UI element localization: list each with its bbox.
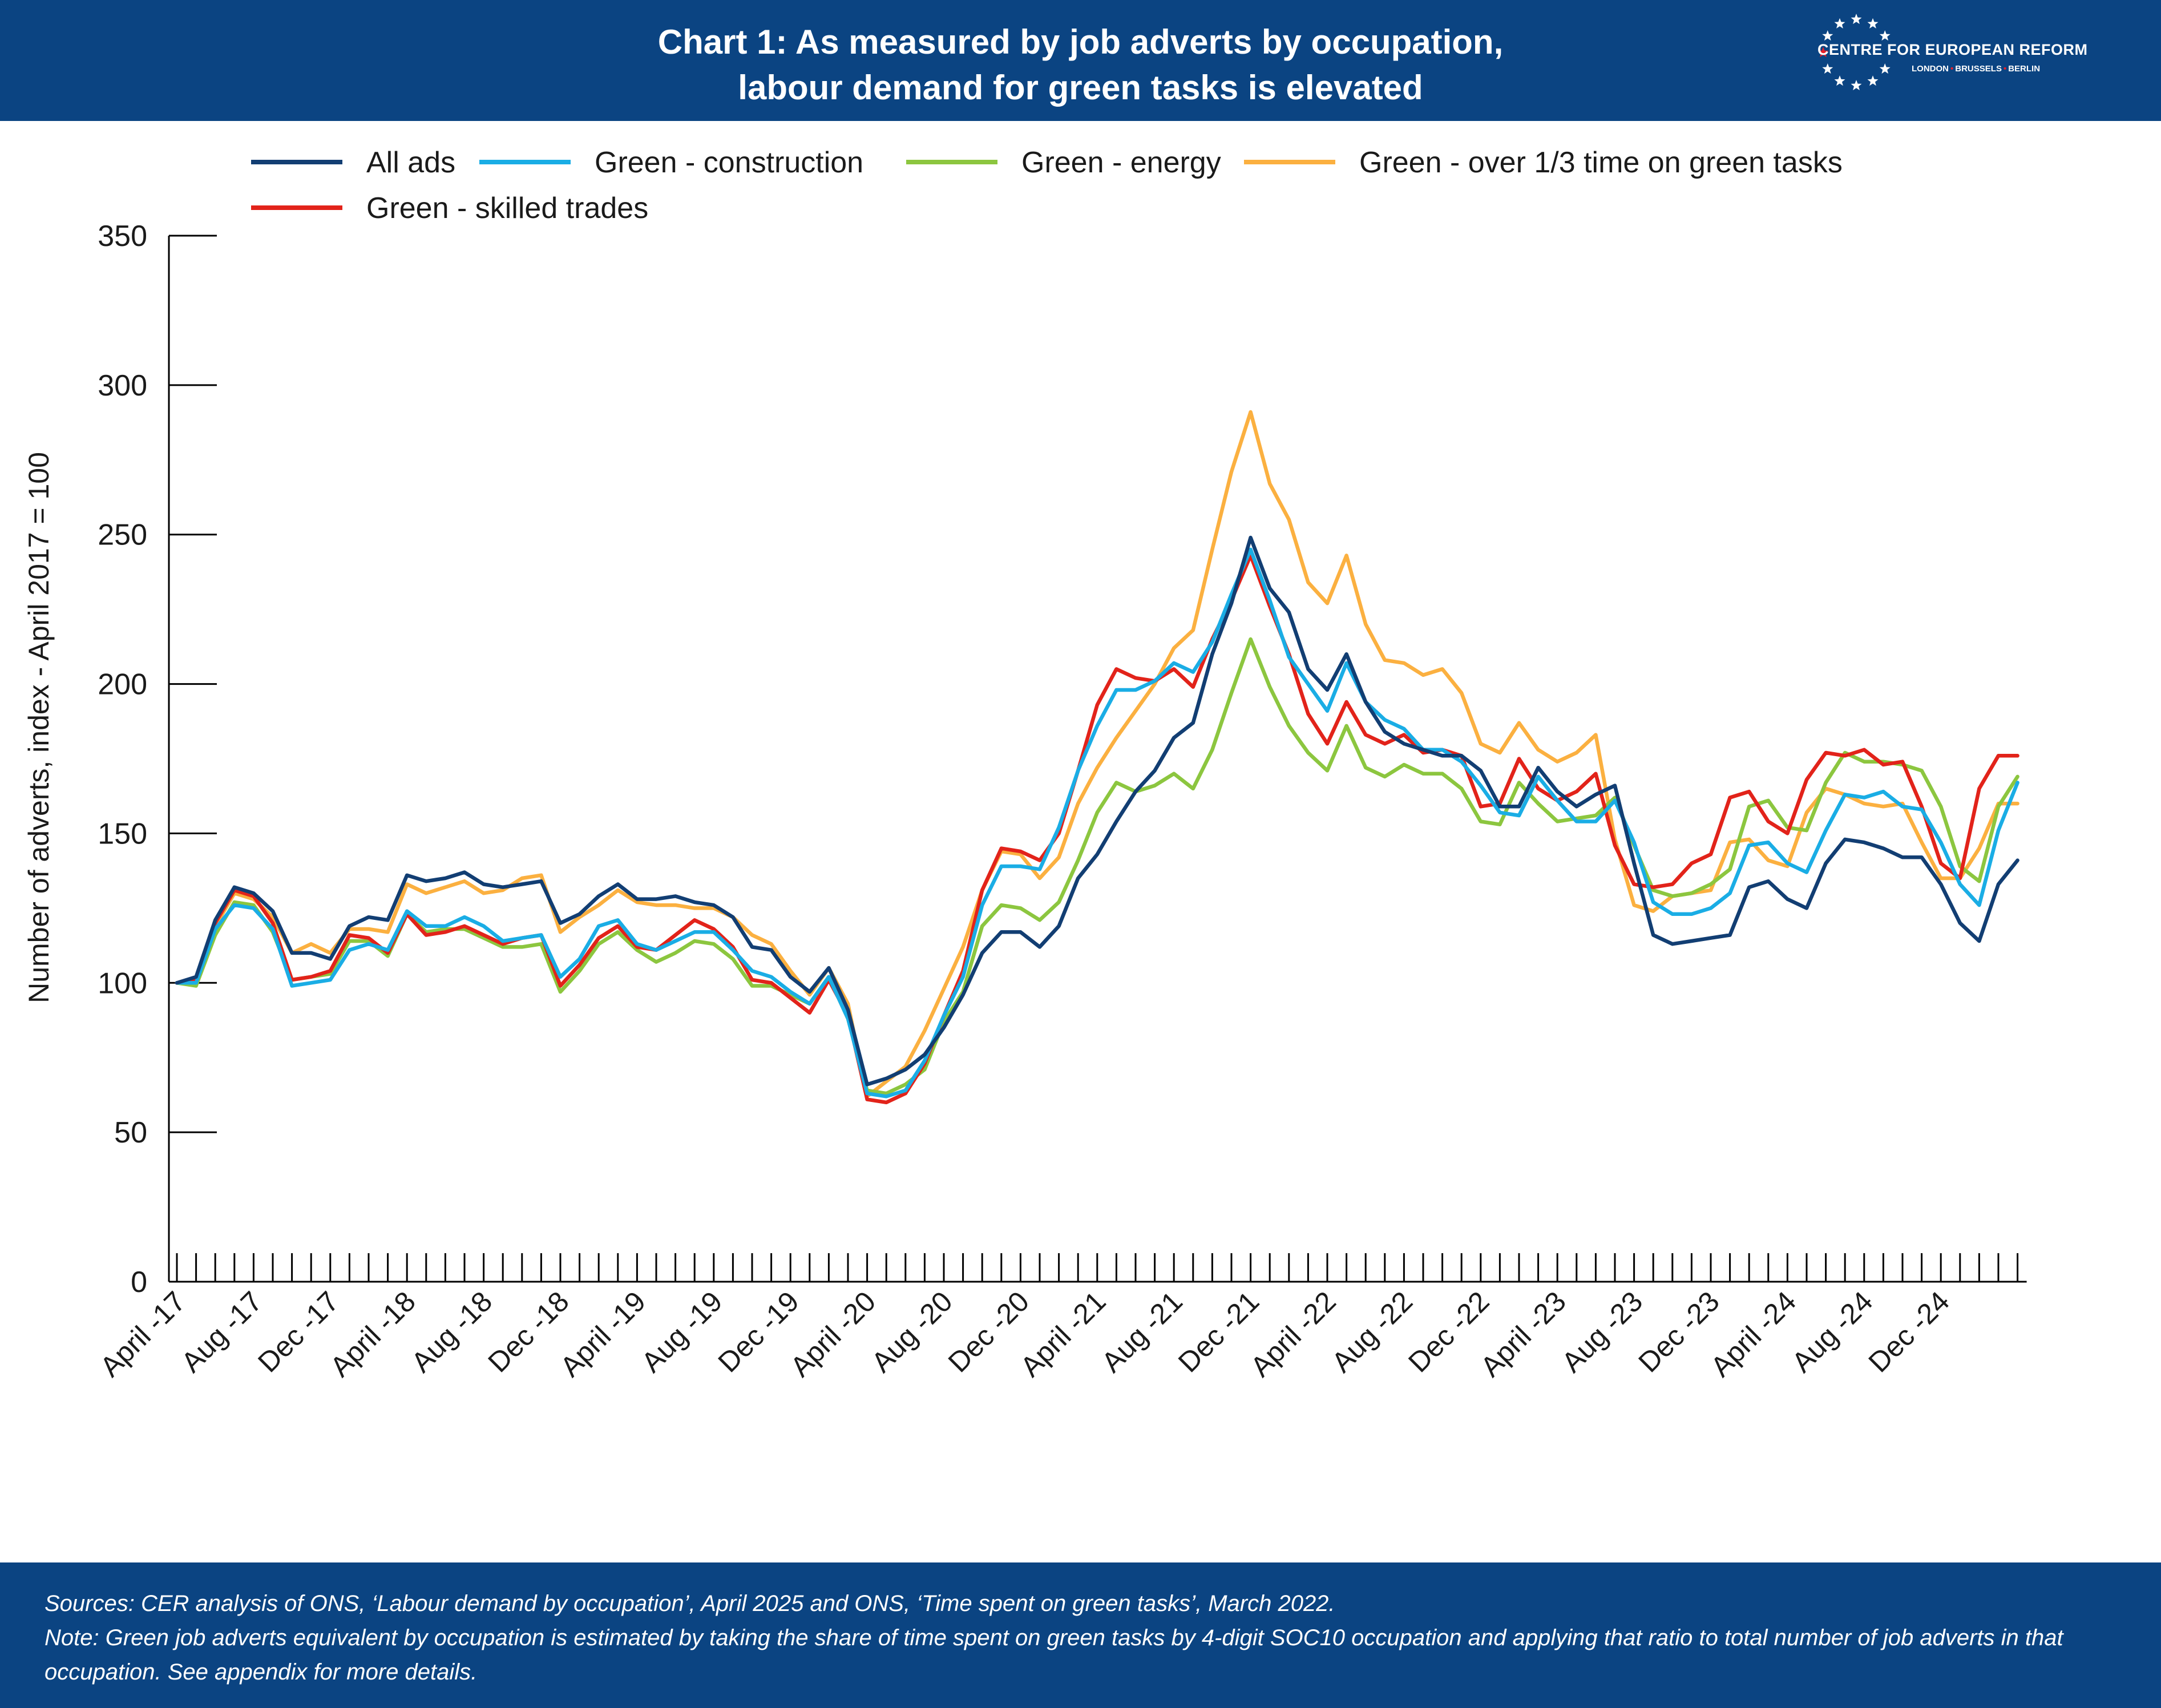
x-tick-label: Aug -20: [865, 1285, 958, 1378]
logo-organisation-name: CENTRE FOR EUROPEAN REFORM: [1817, 41, 2088, 58]
series-line-green-construction: [175, 547, 2019, 1099]
logo-city-berlin: BERLIN: [2008, 64, 2041, 74]
x-tick-label: April -22: [1245, 1285, 1342, 1383]
legend-label: Green - over 1/3 time on green tasks: [1359, 146, 1843, 179]
sources-note: Sources: CER analysis of ONS, ‘Labour de…: [45, 1591, 1335, 1616]
y-tick-label: 150: [98, 817, 147, 850]
y-axis: 0 50 100 150 200 250 300 350: [98, 220, 217, 1299]
line-chart: All ads Green - construction Green - energ…: [23, 146, 2027, 1383]
x-tick-label: April -19: [554, 1285, 652, 1383]
x-tick-label: Aug -22: [1326, 1285, 1419, 1378]
eu-stars-circle-icon: [1817, 14, 1891, 91]
y-tick-label: 50: [114, 1116, 147, 1149]
y-tick-label: 350: [98, 220, 147, 253]
x-tick-label: April -17: [94, 1285, 192, 1383]
y-axis-label: Number of adverts, index - April 2017 = …: [23, 452, 55, 1003]
chart-footer: Sources: CER analysis of ONS, ‘Labour de…: [0, 1562, 2161, 1708]
legend-item: Green - skilled trades: [251, 192, 648, 225]
logo-star: [1851, 14, 1862, 25]
y-tick-label: 200: [98, 668, 147, 701]
series-line-green-energy: [175, 637, 2019, 1096]
chart-series: [175, 410, 2019, 1105]
series-line-all-ads: [175, 535, 2019, 1087]
legend-item: Green - over 1/3 time on green tasks: [1244, 146, 1843, 179]
y-tick-label: 0: [131, 1266, 147, 1299]
legend-label: Green - energy: [1021, 146, 1221, 179]
logo-star: [1851, 80, 1862, 91]
logo-cities: LONDON • BRUSSELS • BERLIN: [1912, 64, 2041, 74]
logo-star: [1879, 63, 1891, 74]
chart-title: Chart 1: As measured by job adverts by o…: [0, 19, 2161, 111]
logo-star: [1867, 18, 1879, 29]
series-line-green-skilled-trades: [175, 554, 2019, 1105]
x-tick-label: Aug -19: [635, 1285, 728, 1378]
y-tick-label: 300: [98, 369, 147, 402]
x-tick-label: Aug -23: [1556, 1285, 1649, 1378]
logo-star: [1879, 30, 1891, 41]
x-tick-label: Dec -24: [1863, 1285, 1956, 1378]
x-tick-label: Aug -24: [1786, 1285, 1879, 1378]
x-tick-label: Aug -18: [405, 1285, 498, 1378]
chart-legend: All ads Green - construction Green - energ…: [251, 146, 1843, 225]
x-tick-label: April -21: [1014, 1285, 1112, 1383]
legend-label: Green - construction: [595, 146, 863, 179]
logo-city-brussels: BRUSSELS: [1955, 64, 2002, 74]
x-tick-label: April -20: [784, 1285, 882, 1383]
logo-star: [1834, 75, 1845, 86]
methodology-note: Note: Green job adverts equivalent by oc…: [45, 1625, 2063, 1685]
x-tick-label: Aug -17: [175, 1285, 268, 1378]
logo-star: [1817, 47, 1829, 58]
legend-label: All ads: [366, 146, 455, 179]
logo-star: [1822, 30, 1833, 41]
chart-title-line-1: Chart 1: As measured by job adverts by o…: [657, 23, 1504, 61]
legend-item: Green - construction: [479, 146, 863, 179]
x-tick-label: April -24: [1704, 1285, 1802, 1383]
x-tick-label: April -23: [1475, 1285, 1572, 1383]
logo-star: [1822, 63, 1833, 74]
series-line-green-over-1-3-time-on-green-tasks: [175, 410, 2019, 1099]
legend-label: Green - skilled trades: [366, 192, 648, 225]
chart-header: Chart 1: As measured by job adverts by o…: [0, 0, 2161, 121]
logo-star: [1867, 75, 1879, 86]
x-tick-label: April -18: [324, 1285, 422, 1383]
y-tick-label: 250: [98, 519, 147, 552]
legend-item: All ads: [251, 146, 455, 179]
legend-item: Green - energy: [906, 146, 1221, 179]
cer-logo: CENTRE FOR EUROPEAN REFORM LONDON • BRUSSE…: [1798, 11, 2087, 108]
chart-title-line-2: labour demand for green tasks is elevate…: [738, 68, 1423, 107]
logo-star: [1834, 18, 1845, 29]
x-tick-label: Aug -21: [1096, 1285, 1189, 1378]
y-tick-label: 100: [98, 967, 147, 1000]
logo-city-london: LONDON: [1912, 64, 1949, 74]
